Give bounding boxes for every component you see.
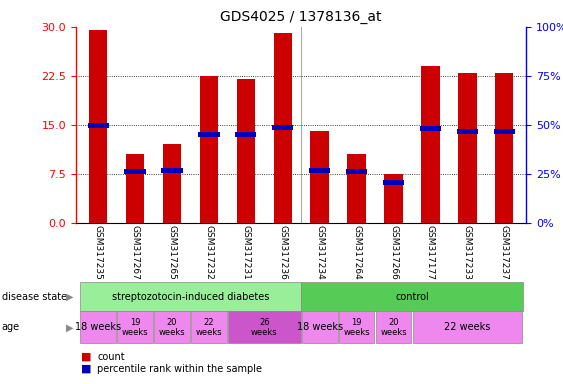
Bar [383,180,404,185]
Bar [80,282,301,311]
Bar [413,311,522,343]
Text: ▶: ▶ [66,291,74,302]
Text: 20
weeks: 20 weeks [380,318,407,337]
Text: 22
weeks: 22 weeks [195,318,222,337]
Text: 26
weeks: 26 weeks [251,318,278,337]
Bar [126,154,144,223]
Text: streptozotocin-induced diabetes: streptozotocin-induced diabetes [112,291,269,302]
Bar [162,168,182,173]
Text: 22 weeks: 22 weeks [444,322,490,333]
Text: 18 weeks: 18 weeks [75,322,121,333]
Bar [235,132,256,137]
Bar [421,66,440,223]
Text: percentile rank within the sample: percentile rank within the sample [97,364,262,374]
Bar [124,169,146,174]
Text: 19
weeks: 19 weeks [343,318,370,337]
Bar [346,169,367,174]
Bar [420,126,441,131]
Bar [163,144,181,223]
Bar [191,311,227,343]
Bar [272,125,293,130]
Title: GDS4025 / 1378136_at: GDS4025 / 1378136_at [221,10,382,25]
Text: control: control [395,291,429,302]
Bar [301,282,522,311]
Bar [347,154,366,223]
Bar [198,132,220,137]
Bar [236,79,255,223]
Text: ▶: ▶ [66,322,74,333]
Bar [154,311,190,343]
Text: 18 weeks: 18 weeks [297,322,343,333]
Bar [385,174,403,223]
Bar [200,76,218,223]
Bar [458,73,476,223]
Bar [309,168,330,173]
Text: 19
weeks: 19 weeks [122,318,149,337]
Bar [89,30,108,223]
Bar [228,311,301,343]
Text: disease state: disease state [2,291,67,302]
Bar [274,33,292,223]
Bar [339,311,374,343]
Text: ■: ■ [81,364,91,374]
Text: age: age [2,322,20,333]
Bar [117,311,153,343]
Bar [81,311,116,343]
Text: 20
weeks: 20 weeks [159,318,185,337]
Bar [310,131,329,223]
Bar [376,311,412,343]
Text: ■: ■ [81,352,91,362]
Bar [87,123,109,128]
Text: count: count [97,352,125,362]
Bar [302,311,338,343]
Bar [494,129,515,134]
Bar [495,73,513,223]
Bar [457,129,478,134]
